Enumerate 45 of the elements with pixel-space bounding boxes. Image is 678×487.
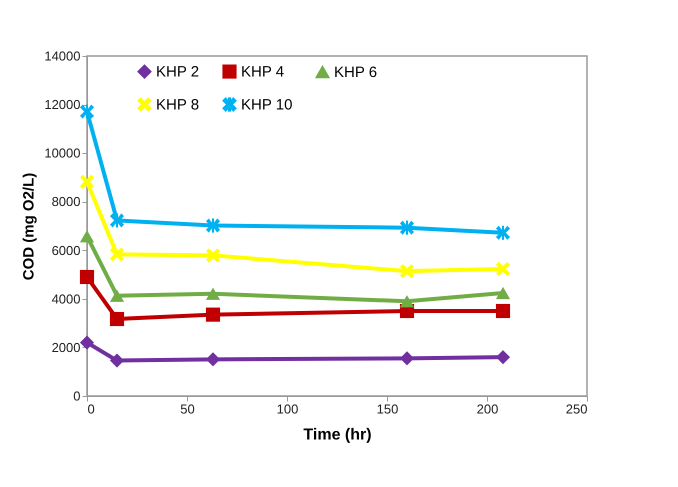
x-tick-label: 250 bbox=[566, 402, 588, 416]
y-axis-title: COD (mg O2/L) bbox=[20, 172, 38, 280]
y-tick-label: 0 bbox=[73, 388, 80, 404]
point bbox=[206, 248, 220, 262]
point bbox=[110, 213, 124, 228]
point bbox=[496, 304, 510, 318]
x-tick-label: 50 bbox=[180, 402, 195, 416]
x-tick-label: 150 bbox=[376, 402, 398, 416]
legend-label: KHP 10 bbox=[241, 96, 292, 114]
point bbox=[400, 351, 414, 366]
point bbox=[80, 230, 94, 242]
point bbox=[496, 262, 510, 276]
x-axis-title: Time (hr) bbox=[303, 426, 372, 444]
point bbox=[206, 352, 220, 366]
legend-label: KHP 6 bbox=[334, 64, 378, 82]
y-tick-label: 4000 bbox=[52, 291, 80, 306]
y-tick-label: 10000 bbox=[44, 146, 80, 161]
point bbox=[110, 353, 124, 368]
point bbox=[496, 286, 510, 300]
point bbox=[206, 288, 220, 300]
point bbox=[80, 270, 94, 284]
x-tick-label: 0 bbox=[88, 402, 95, 416]
y-tick-label: 8000 bbox=[52, 194, 80, 210]
point bbox=[80, 336, 94, 350]
point bbox=[400, 264, 414, 278]
point bbox=[110, 247, 124, 262]
point bbox=[400, 220, 414, 235]
point bbox=[110, 290, 124, 302]
x-tick-label: 200 bbox=[476, 402, 498, 416]
point bbox=[206, 308, 220, 322]
x-tick-label: 100 bbox=[276, 402, 298, 416]
legend-label: KHP 4 bbox=[241, 64, 284, 81]
point bbox=[80, 174, 94, 189]
y-tick-label: 6000 bbox=[52, 242, 80, 258]
y-tick-label: 2000 bbox=[52, 340, 80, 355]
point bbox=[496, 350, 510, 364]
point bbox=[496, 226, 510, 240]
legend-label: KHP 8 bbox=[156, 96, 200, 114]
point bbox=[206, 218, 220, 233]
legend-label: KHP 2 bbox=[156, 64, 200, 81]
y-tick-label: 12000 bbox=[44, 97, 80, 112]
y-tick-label: 14000 bbox=[44, 48, 80, 64]
point bbox=[400, 295, 414, 308]
point bbox=[110, 312, 124, 326]
point bbox=[80, 104, 94, 119]
